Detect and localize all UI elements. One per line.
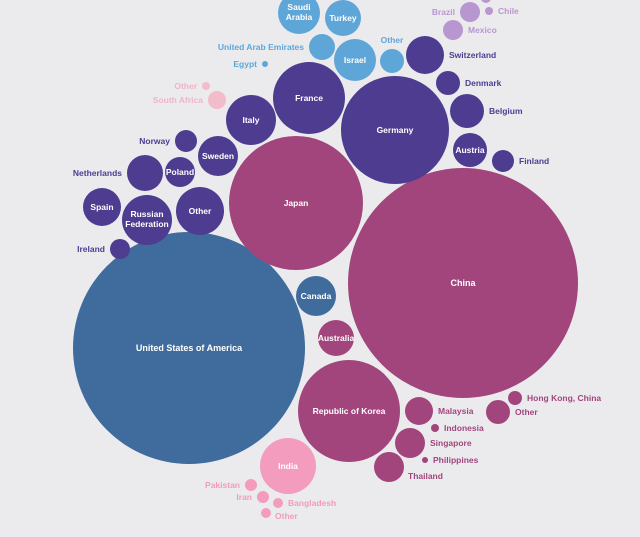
bubble-label: United States of America [136,343,243,353]
bubble-label: Poland [166,167,194,177]
bubble-label: Chile [498,6,519,16]
bubble-belgium[interactable] [450,94,484,128]
bubble-label: Thailand [408,471,443,481]
bubble-label: Germany [377,125,414,135]
bubble-united-states-of-america[interactable] [73,232,305,464]
bubble-denmark[interactable] [436,71,460,95]
bubble-label: Spain [90,202,113,212]
bubble-label: Egypt [233,59,257,69]
bubble-chile[interactable] [485,7,493,15]
bubble-label: Iran [236,492,252,502]
bubble-label: Norway [139,136,170,146]
bubble-poland[interactable] [165,157,195,187]
bubble-label: Ireland [77,244,105,254]
bubble-label: United Arab Emirates [218,42,304,52]
bubble-label: Hong Kong, China [527,393,601,403]
bubble-label: Other [515,407,538,417]
bubble-norway[interactable] [175,130,197,152]
bubble-label: Austria [455,145,485,155]
bubble-mexico[interactable] [443,20,463,40]
bubble-pakistan[interactable] [245,479,257,491]
bubble-label: Bangladesh [288,498,336,508]
bubble-israel[interactable] [334,39,376,81]
bubble-united-arab-emirates[interactable] [309,34,335,60]
bubble-malaysia[interactable] [405,397,433,425]
bubble-brazil[interactable] [460,2,480,22]
bubble-label: Belgium [489,106,523,116]
bubble-label: Malaysia [438,406,474,416]
bubble-australia[interactable] [318,320,354,356]
bubble-indonesia[interactable] [431,424,439,432]
bubble-label: Other [275,511,298,521]
bubble-italy[interactable] [226,95,276,145]
bubble-france[interactable] [273,62,345,134]
bubble-thailand[interactable] [374,452,404,482]
bubble-label: Turkey [329,13,357,23]
bubble-label: Republic of Korea [313,406,386,416]
bubble-sweden[interactable] [198,136,238,176]
bubble-iran[interactable] [257,491,269,503]
bubble-label: Other [174,81,197,91]
bubble-label: France [295,93,323,103]
bubble-label: Finland [519,156,549,166]
bubble-singapore[interactable] [395,428,425,458]
bubble-egypt[interactable] [262,61,268,67]
bubble-label: Switzerland [449,50,496,60]
bubble-label: Saudi Arabia [286,2,313,22]
bubble-label: Australia [318,333,355,343]
bubble-label: Russian Federation [125,209,168,229]
bubble-turkey[interactable] [325,0,361,36]
bubble-label: Pakistan [205,480,240,490]
bubble-label: Japan [284,198,309,208]
bubble-spain[interactable] [83,188,121,226]
bubble-label: Netherlands [73,168,122,178]
bubble-label: Canada [301,291,332,301]
bubble-label: Indonesia [444,423,484,433]
bubble-label: Singapore [430,438,472,448]
bubble-other[interactable] [176,187,224,235]
bubble-south-africa[interactable] [208,91,226,109]
bubble-switzerland[interactable] [406,36,444,74]
bubble-philippines[interactable] [422,457,428,463]
bubble-other[interactable] [380,49,404,73]
bubble-india[interactable] [260,438,316,494]
bubble-bangladesh[interactable] [273,498,283,508]
bubble-label: South Africa [153,95,203,105]
bubble-netherlands[interactable] [127,155,163,191]
bubble-label: Italy [242,115,259,125]
bubble-other[interactable] [202,82,210,90]
bubble-label: Brazil [432,7,455,17]
bubble-unlabeled[interactable] [481,0,491,3]
bubble-label: India [278,461,298,471]
bubble-label: Other [381,35,404,45]
bubble-finland[interactable] [492,150,514,172]
bubble-other[interactable] [486,400,510,424]
bubble-austria[interactable] [453,133,487,167]
bubble-germany[interactable] [341,76,449,184]
bubble-saudi-arabia[interactable] [278,0,320,34]
bubble-other[interactable] [261,508,271,518]
bubble-label: Mexico [468,25,497,35]
bubble-japan[interactable] [229,136,363,270]
bubble-label: Denmark [465,78,502,88]
bubble-label: Other [189,206,212,216]
bubble-label: Israel [344,55,366,65]
bubble-ireland[interactable] [110,239,130,259]
bubble-russian-federation[interactable] [122,195,172,245]
bubble-label: China [450,278,476,288]
bubble-label: Philippines [433,455,479,465]
bubble-label: Sweden [202,151,234,161]
bubble-hong-kong-china[interactable] [508,391,522,405]
bubble-republic-of-korea[interactable] [298,360,400,462]
bubble-canada[interactable] [296,276,336,316]
bubble-china[interactable] [348,168,578,398]
